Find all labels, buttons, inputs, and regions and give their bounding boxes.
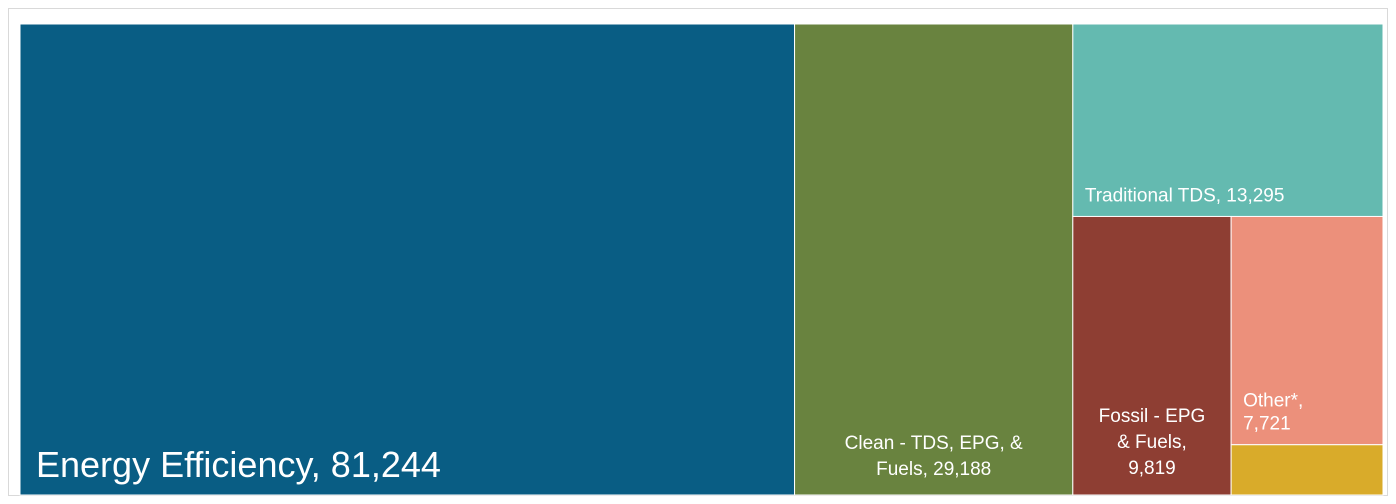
treemap-rect — [794, 23, 1074, 496]
treemap-rect — [19, 23, 796, 496]
treemap-label-line: 7,721 — [1243, 413, 1291, 434]
treemap-label: Traditional TDS, 13,295 — [1085, 185, 1285, 206]
treemap-label: Clean - TDS, EPG, & Fuels, 29,188 — [845, 433, 1023, 480]
treemap-tile-clean-tds-epg-fuels: Clean - TDS, EPG, & Fuels, 29,188 — [794, 23, 1074, 496]
treemap-tile-energy-efficiency: Energy Efficiency, 81,244 — [19, 23, 796, 496]
treemap-label-line: Fossil - EPG — [1099, 406, 1206, 427]
treemap-rect — [1072, 23, 1384, 217]
treemap-tile-other: Other*, 7,721 — [1230, 215, 1384, 446]
treemap-label-line: 9,819 — [1128, 458, 1176, 479]
treemap-label: Other*, 7,721 — [1243, 390, 1303, 434]
treemap-label-line: Traditional TDS, 13,295 — [1085, 185, 1285, 206]
treemap-rect — [1230, 215, 1384, 446]
treemap-tile-traditional-tds: Traditional TDS, 13,295 — [1072, 23, 1384, 217]
treemap-rect — [1072, 215, 1232, 496]
treemap-tile-fossil-epg-fuels: Fossil - EPG & Fuels, 9,819 — [1072, 215, 1232, 496]
treemap-label-line: Other*, — [1243, 390, 1303, 411]
treemap-rect — [1230, 444, 1384, 496]
treemap-label-line: & Fuels, — [1117, 432, 1187, 453]
treemap-label: Energy Efficiency, 81,244 — [36, 444, 441, 485]
treemap-label-line: Clean - TDS, EPG, & — [845, 433, 1023, 454]
treemap-label: Fossil - EPG & Fuels, 9,819 — [1099, 406, 1206, 479]
treemap-label-line: Fuels, 29,188 — [876, 459, 991, 480]
treemap-tile-unlabeled-5 — [1230, 444, 1384, 496]
treemap-label-line: Energy Efficiency, 81,244 — [36, 444, 441, 485]
